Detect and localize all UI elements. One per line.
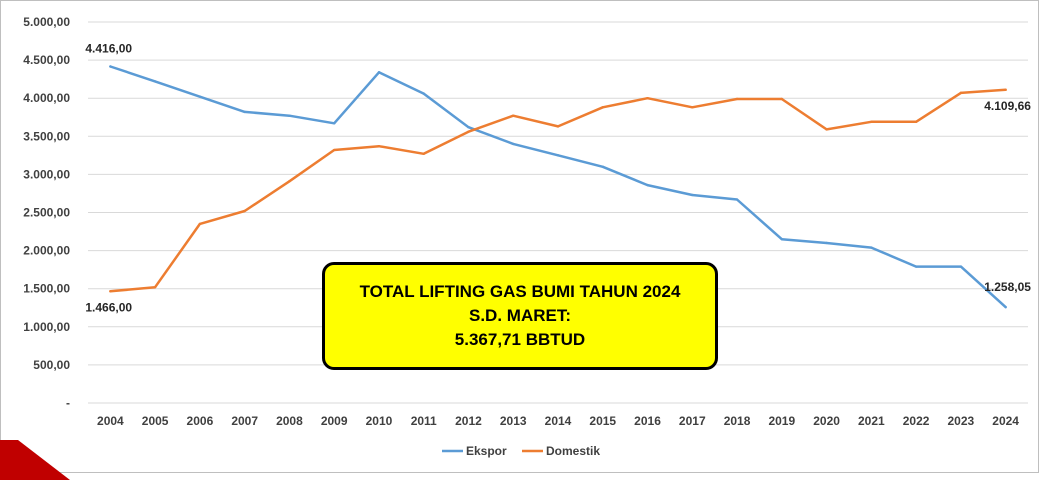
- x-tick-label: 2008: [276, 414, 303, 428]
- data-point-ekspor: [601, 165, 604, 168]
- y-tick-label: -: [66, 396, 70, 410]
- data-point-domestik: [735, 97, 739, 101]
- x-tick-label: 2011: [411, 414, 437, 428]
- data-point-ekspor: [377, 71, 381, 74]
- data-point-domestik: [780, 97, 784, 101]
- x-tick-label: 2009: [321, 414, 348, 428]
- data-point-ekspor: [198, 95, 202, 98]
- total-lifting-callout: TOTAL LIFTING GAS BUMI TAHUN 2024 S.D. M…: [322, 262, 718, 370]
- y-tick-label: 3.000,00: [23, 167, 70, 181]
- data-point-domestik: [646, 97, 649, 100]
- data-label-ekspor: 1.258,05: [984, 280, 1031, 294]
- x-tick-label: 2006: [187, 414, 214, 428]
- x-axis-ticks: 2004 2005 2006 2007 2008 2009 2010 2011 2012 2013…: [97, 414, 1019, 428]
- y-tick-label: 500,00: [33, 358, 70, 372]
- y-tick-label: 2.000,00: [23, 244, 70, 258]
- data-point-domestik: [512, 114, 515, 117]
- data-point-ekspor: [556, 154, 560, 157]
- data-point-domestik: [243, 209, 246, 213]
- x-tick-label: 2004: [97, 414, 124, 428]
- callout-line-1: TOTAL LIFTING GAS BUMI TAHUN 2024: [359, 282, 681, 301]
- x-tick-label: 2014: [545, 414, 572, 428]
- chart-area-border: [0, 0, 1039, 473]
- x-tick-label: 2010: [366, 414, 393, 428]
- data-point-ekspor: [1004, 305, 1007, 309]
- data-point-domestik: [556, 125, 560, 128]
- x-tick-label: 2012: [455, 414, 482, 428]
- corner-accent-shape: [0, 440, 70, 480]
- y-tick-label: 1.000,00: [23, 320, 70, 334]
- data-point-ekspor: [870, 246, 873, 249]
- x-tick-label: 2022: [903, 414, 930, 428]
- data-point-ekspor: [691, 193, 694, 197]
- x-tick-label: 2024: [992, 414, 1019, 428]
- data-point-domestik: [109, 290, 112, 293]
- data-point-ekspor: [243, 110, 246, 114]
- data-label-ekspor: 4.416,00: [85, 42, 132, 56]
- callout-line-3: 5.367,71 BBTUD: [454, 330, 586, 349]
- x-tick-label: 2020: [813, 414, 840, 428]
- legend-label-domestik: Domestik: [546, 444, 600, 458]
- data-point-domestik: [377, 145, 381, 148]
- x-tick-label: 2023: [948, 414, 975, 428]
- y-tick-label: 3.500,00: [23, 129, 70, 143]
- data-label-domestik: 4.109,66: [984, 99, 1031, 113]
- x-tick-label: 2007: [231, 414, 258, 428]
- x-tick-label: 2017: [679, 414, 706, 428]
- data-point-domestik: [332, 148, 336, 152]
- data-point-ekspor: [512, 142, 515, 146]
- data-point-domestik: [691, 106, 694, 109]
- data-point-ekspor: [825, 241, 828, 245]
- y-tick-label: 4.000,00: [23, 91, 70, 105]
- data-point-domestik: [153, 285, 157, 289]
- data-point-domestik: [422, 152, 425, 156]
- data-point-ekspor: [109, 65, 112, 68]
- y-tick-label: 5.000,00: [23, 15, 70, 29]
- y-axis-ticks: - 500,00 1.000,00 1.500,00 2.000,00 2.500,00 3…: [23, 15, 70, 410]
- gridlines: [88, 21, 1028, 404]
- data-point-domestik: [467, 130, 470, 133]
- data-point-ekspor: [467, 125, 470, 129]
- series-lines: [109, 65, 1007, 309]
- data-point-domestik: [870, 120, 873, 124]
- legend: Ekspor Domestik: [442, 444, 600, 458]
- data-point-domestik: [601, 106, 604, 109]
- data-point-ekspor: [914, 265, 918, 268]
- x-tick-label: 2021: [858, 414, 885, 428]
- y-tick-label: 2.500,00: [23, 206, 70, 220]
- y-tick-label: 1.500,00: [23, 282, 70, 296]
- data-point-ekspor: [646, 183, 649, 187]
- data-point-domestik: [1004, 88, 1007, 92]
- x-tick-label: 2013: [500, 414, 527, 428]
- data-point-ekspor: [332, 122, 336, 125]
- x-tick-label: 2019: [768, 414, 795, 428]
- data-point-domestik: [825, 128, 828, 131]
- x-tick-label: 2005: [142, 414, 169, 428]
- legend-label-ekspor: Ekspor: [466, 444, 507, 458]
- data-point-ekspor: [288, 114, 291, 117]
- data-point-ekspor: [959, 265, 963, 268]
- data-point-domestik: [959, 91, 963, 95]
- y-tick-label: 4.500,00: [23, 53, 70, 67]
- data-point-ekspor: [780, 237, 784, 241]
- data-point-domestik: [198, 222, 202, 226]
- data-point-domestik: [914, 120, 918, 124]
- x-tick-label: 2015: [589, 414, 616, 428]
- data-point-ekspor: [735, 198, 739, 201]
- data-point-ekspor: [153, 80, 157, 83]
- callout-line-2: S.D. MARET:: [469, 306, 571, 325]
- data-labels: 4.416,00 1.466,00 4.109,66 1.258,05: [85, 42, 1031, 315]
- data-point-ekspor: [422, 92, 425, 95]
- x-tick-label: 2016: [634, 414, 661, 428]
- data-point-domestik: [288, 180, 291, 183]
- x-tick-label: 2018: [724, 414, 751, 428]
- data-label-domestik: 1.466,00: [85, 300, 132, 314]
